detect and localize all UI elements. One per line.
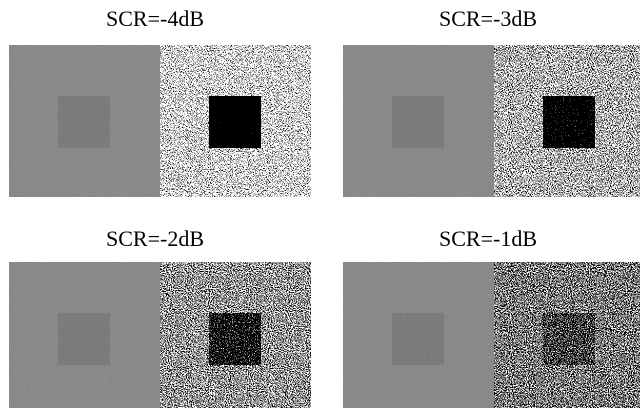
binary-target — [543, 96, 595, 148]
binary-target — [209, 96, 261, 148]
binary-target — [209, 313, 261, 365]
gray-target — [392, 313, 444, 365]
panel-title: SCR=-1dB — [439, 226, 537, 251]
gray-target — [58, 96, 110, 148]
figure: SCR=-4dB SCR=-3dB SCR=-2dB SCR=-1dB — [0, 0, 640, 408]
gray-target — [392, 96, 444, 148]
panel: SCR=-1dB — [343, 226, 640, 408]
panel-title: SCR=-2dB — [106, 226, 204, 251]
panel-title: SCR=-4dB — [106, 6, 204, 31]
panel: SCR=-3dB — [343, 6, 640, 197]
panel: SCR=-4dB — [9, 6, 311, 197]
panel: SCR=-2dB — [9, 226, 311, 408]
binary-target — [543, 313, 595, 365]
gray-target — [58, 313, 110, 365]
panel-title: SCR=-3dB — [439, 6, 537, 31]
